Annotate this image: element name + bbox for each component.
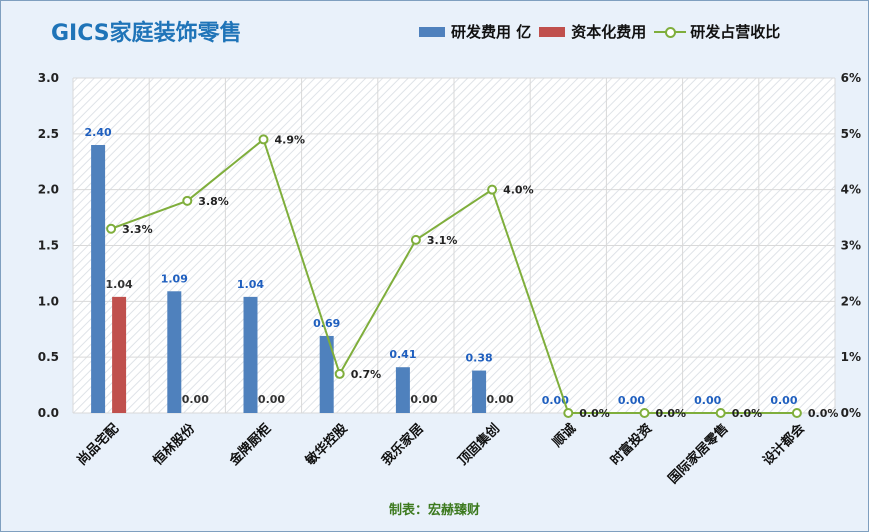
y-right-tick-label: 1% — [841, 350, 861, 364]
chart-title: GICS家庭装饰零售 — [51, 21, 242, 46]
y-left-tick-label: 1.0 — [38, 294, 59, 308]
bar-series: 2.40 1.04 1.09 0.00 1.04 0.00 0.69 0.41 0.00 0.38… — [85, 126, 798, 413]
bar-label-rd-expense: 0.69 — [313, 317, 340, 330]
y-right-tick-label: 3% — [841, 239, 861, 253]
legend-swatch-red — [539, 26, 566, 37]
line-label-rd-ratio: 0.0% — [656, 407, 687, 420]
y-right-tick-label: 2% — [841, 294, 861, 308]
bar-label-capitalized: 0.00 — [182, 393, 209, 406]
bar-rd-expense — [167, 291, 182, 413]
legend-label: 资本化费用 — [571, 23, 647, 41]
y-right-tick-label: 5% — [841, 127, 861, 141]
line-point-rd-ratio — [791, 408, 802, 418]
y-left-tick-label: 0.5 — [38, 350, 59, 364]
line-label-rd-ratio: 4.9% — [275, 133, 306, 146]
y-left-tick-label: 0.0 — [38, 406, 59, 420]
legend-item-capitalized: 资本化费用 — [539, 21, 646, 42]
legend-item-rd-ratio: 研发占营收比 — [654, 21, 780, 42]
line-label-rd-ratio: 3.1% — [427, 234, 458, 247]
legend: 研发费用 亿 资本化费用 研发占营收比 — [419, 21, 788, 42]
axis-ticks: 0.0 0.5 1.0 1.5 2.0 2.5 3.0 0% 1% 2% 3% 4% 5% 6% — [38, 71, 861, 420]
bar-label-capitalized: 0.00 — [258, 393, 285, 406]
bar-rd-expense — [243, 296, 258, 413]
y-left-tick-label: 3.0 — [38, 71, 59, 85]
category-label: 时富投资 — [607, 421, 655, 469]
bar-rd-expense — [395, 367, 410, 413]
category-label: 我乐家居 — [379, 421, 427, 469]
line-label-rd-ratio: 0.7% — [351, 368, 382, 381]
category-labels: 尚品宅配 恒林股份 金牌厨柜 敏华控股 我乐家居 顶固集创 顺诚 时富投资 国际家居零售 设计都会 — [74, 420, 809, 487]
legend-swatch-blue — [419, 26, 445, 37]
line-label-rd-ratio: 0.0% — [579, 407, 610, 420]
bar-capitalized — [112, 296, 127, 413]
line-rd-ratio — [110, 137, 797, 414]
bar-label-rd-expense: 0.41 — [389, 348, 416, 361]
line-point-rd-ratio — [334, 368, 345, 379]
bar-label-rd-expense: 1.04 — [237, 278, 264, 291]
line-point-rd-ratio — [639, 408, 650, 418]
line-label-rd-ratio: 3.8% — [198, 195, 229, 208]
line-label-rd-ratio: 0.0% — [808, 407, 839, 420]
bar-label-capitalized: 0.00 — [487, 393, 514, 406]
bar-rd-expense — [472, 370, 487, 413]
grid-lines — [72, 77, 836, 414]
legend-label: 研发费用 亿 — [451, 23, 532, 41]
bar-label-rd-expense: 2.40 — [85, 126, 112, 139]
bar-label-rd-expense: 0.00 — [694, 394, 721, 407]
line-label-rd-ratio: 3.3% — [122, 223, 153, 236]
y-right-tick-label: 4% — [841, 183, 861, 197]
bar-rd-expense — [91, 145, 106, 413]
legend-item-rd-expense: 研发费用 亿 — [419, 21, 531, 42]
y-left-tick-label: 2.5 — [38, 127, 59, 141]
y-right-tick-label: 0% — [841, 406, 861, 420]
y-left-tick-label: 1.5 — [38, 239, 59, 253]
line-series: 3.3% 3.8% 4.9% 0.7% 3.1% 4.0% 0.0% 0.0% 0.0% 0.0% — [106, 133, 839, 420]
bar-label-rd-expense: 0.38 — [466, 352, 493, 365]
line-point-rd-ratio — [182, 195, 193, 206]
category-label: 顺诚 — [549, 421, 579, 451]
line-point-rd-ratio — [715, 408, 726, 418]
bar-label-capitalized: 1.04 — [106, 278, 133, 291]
line-label-rd-ratio: 0.0% — [732, 407, 763, 420]
category-label: 恒林股份 — [150, 420, 199, 469]
category-label: 尚品宅配 — [74, 421, 122, 469]
category-label: 设计都会 — [760, 420, 809, 469]
category-label: 顶固集创 — [455, 421, 503, 469]
bar-rd-expense — [319, 335, 334, 413]
legend-label: 研发占营收比 — [690, 23, 781, 41]
line-label-rd-ratio: 4.0% — [503, 184, 534, 197]
line-point-rd-ratio — [106, 223, 117, 234]
footer-credit: 制表：宏赫臻财 — [388, 503, 480, 518]
bar-label-rd-expense: 1.09 — [161, 272, 188, 285]
legend-line-marker-icon — [654, 25, 687, 39]
line-point-rd-ratio — [258, 134, 269, 145]
bar-label-rd-expense: 0.00 — [770, 394, 797, 407]
bar-label-capitalized: 0.00 — [410, 393, 437, 406]
category-label: 金牌厨柜 — [226, 421, 275, 470]
category-label: 国际家居零售 — [665, 421, 731, 487]
y-left-tick-label: 2.0 — [38, 183, 59, 197]
line-point-rd-ratio — [563, 408, 574, 418]
y-right-tick-label: 6% — [841, 71, 861, 85]
line-point-rd-ratio — [410, 234, 421, 245]
line-point-rd-ratio — [487, 184, 498, 195]
category-label: 敏华控股 — [302, 421, 351, 470]
bar-label-rd-expense: 0.00 — [618, 394, 645, 407]
